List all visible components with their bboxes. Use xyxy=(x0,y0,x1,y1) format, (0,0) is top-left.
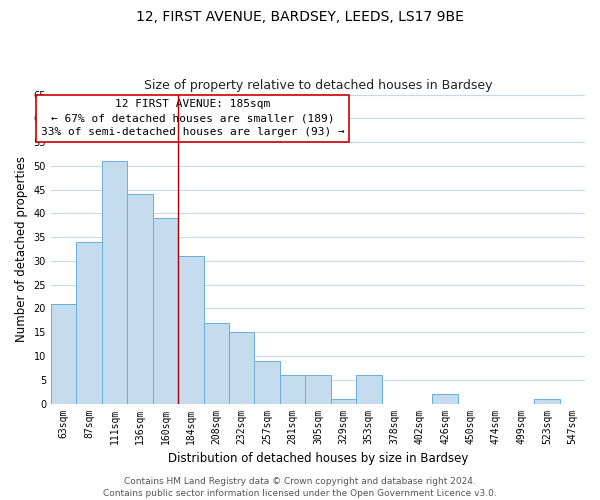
Bar xyxy=(254,361,280,404)
Bar xyxy=(178,256,203,404)
Bar xyxy=(127,194,152,404)
X-axis label: Distribution of detached houses by size in Bardsey: Distribution of detached houses by size … xyxy=(168,452,468,465)
Bar xyxy=(229,332,254,404)
Title: Size of property relative to detached houses in Bardsey: Size of property relative to detached ho… xyxy=(144,79,492,92)
Bar xyxy=(280,375,305,404)
Bar xyxy=(331,399,356,404)
Text: 12, FIRST AVENUE, BARDSEY, LEEDS, LS17 9BE: 12, FIRST AVENUE, BARDSEY, LEEDS, LS17 9… xyxy=(136,10,464,24)
Bar xyxy=(102,161,127,404)
Text: 12 FIRST AVENUE: 185sqm
← 67% of detached houses are smaller (189)
33% of semi-d: 12 FIRST AVENUE: 185sqm ← 67% of detache… xyxy=(41,99,344,137)
Y-axis label: Number of detached properties: Number of detached properties xyxy=(15,156,28,342)
Text: Contains HM Land Registry data © Crown copyright and database right 2024.
Contai: Contains HM Land Registry data © Crown c… xyxy=(103,476,497,498)
Bar xyxy=(433,394,458,404)
Bar xyxy=(76,242,102,404)
Bar xyxy=(203,322,229,404)
Bar xyxy=(152,218,178,404)
Bar xyxy=(51,304,76,404)
Bar xyxy=(356,375,382,404)
Bar xyxy=(305,375,331,404)
Bar xyxy=(534,399,560,404)
